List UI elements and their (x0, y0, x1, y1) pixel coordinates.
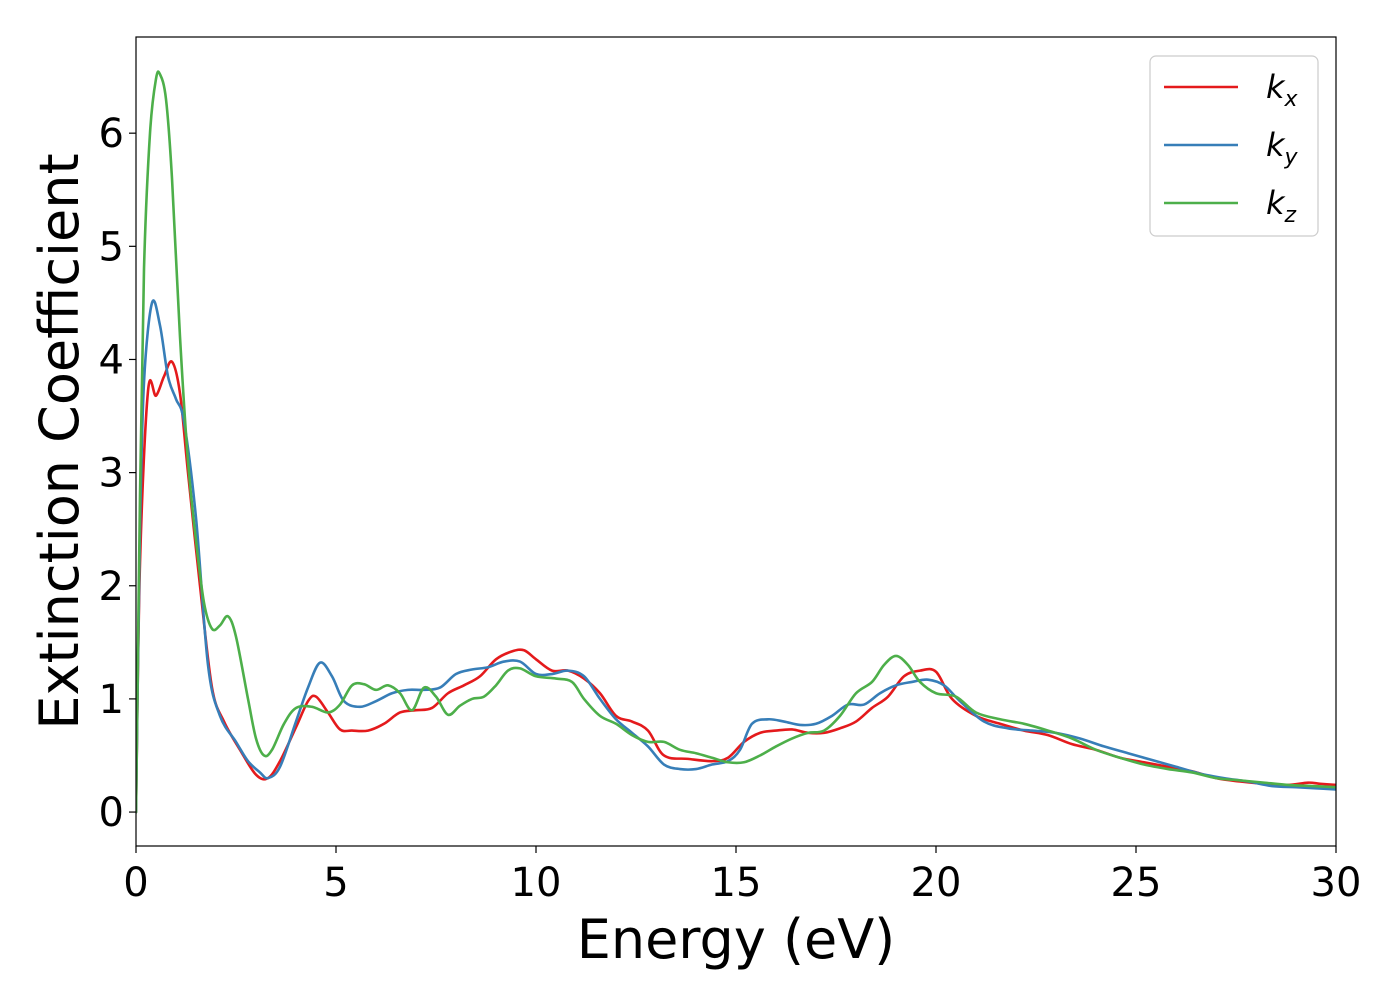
x-tick-label: 25 (1111, 860, 1162, 906)
series-line-x (136, 360, 1336, 814)
y-axis-label: Extinction Coefficient (28, 153, 91, 729)
y-tick-label: 2 (99, 564, 124, 610)
y-tick-label: 6 (99, 111, 124, 157)
y-tick-label: 3 (99, 451, 124, 497)
y-tick-label: 1 (99, 677, 124, 723)
series-line-z (136, 70, 1336, 814)
x-tick-label: 5 (323, 860, 348, 906)
x-tick-label: 15 (711, 860, 762, 906)
y-tick-label: 5 (99, 224, 124, 270)
x-axis-label: Energy (eV) (577, 908, 896, 971)
x-tick-label: 30 (1311, 860, 1362, 906)
x-axis-ticks: 0 5 10 15 20 25 30 (123, 846, 1361, 906)
y-tick-label: 4 (99, 337, 124, 383)
y-tick-label: 0 (99, 790, 124, 836)
legend-label-z: kz (1266, 184, 1297, 228)
x-tick-label: 0 (123, 860, 148, 906)
x-tick-label: 10 (511, 860, 562, 906)
series-line-y (136, 299, 1336, 814)
y-axis-ticks: 0 1 2 3 4 5 6 (99, 111, 136, 836)
x-tick-label: 20 (911, 860, 962, 906)
legend: kx ky kz (1149, 55, 1319, 237)
series-layer (136, 70, 1336, 814)
legend-label-y: ky (1266, 126, 1299, 170)
legend-label-x: kx (1266, 68, 1299, 112)
